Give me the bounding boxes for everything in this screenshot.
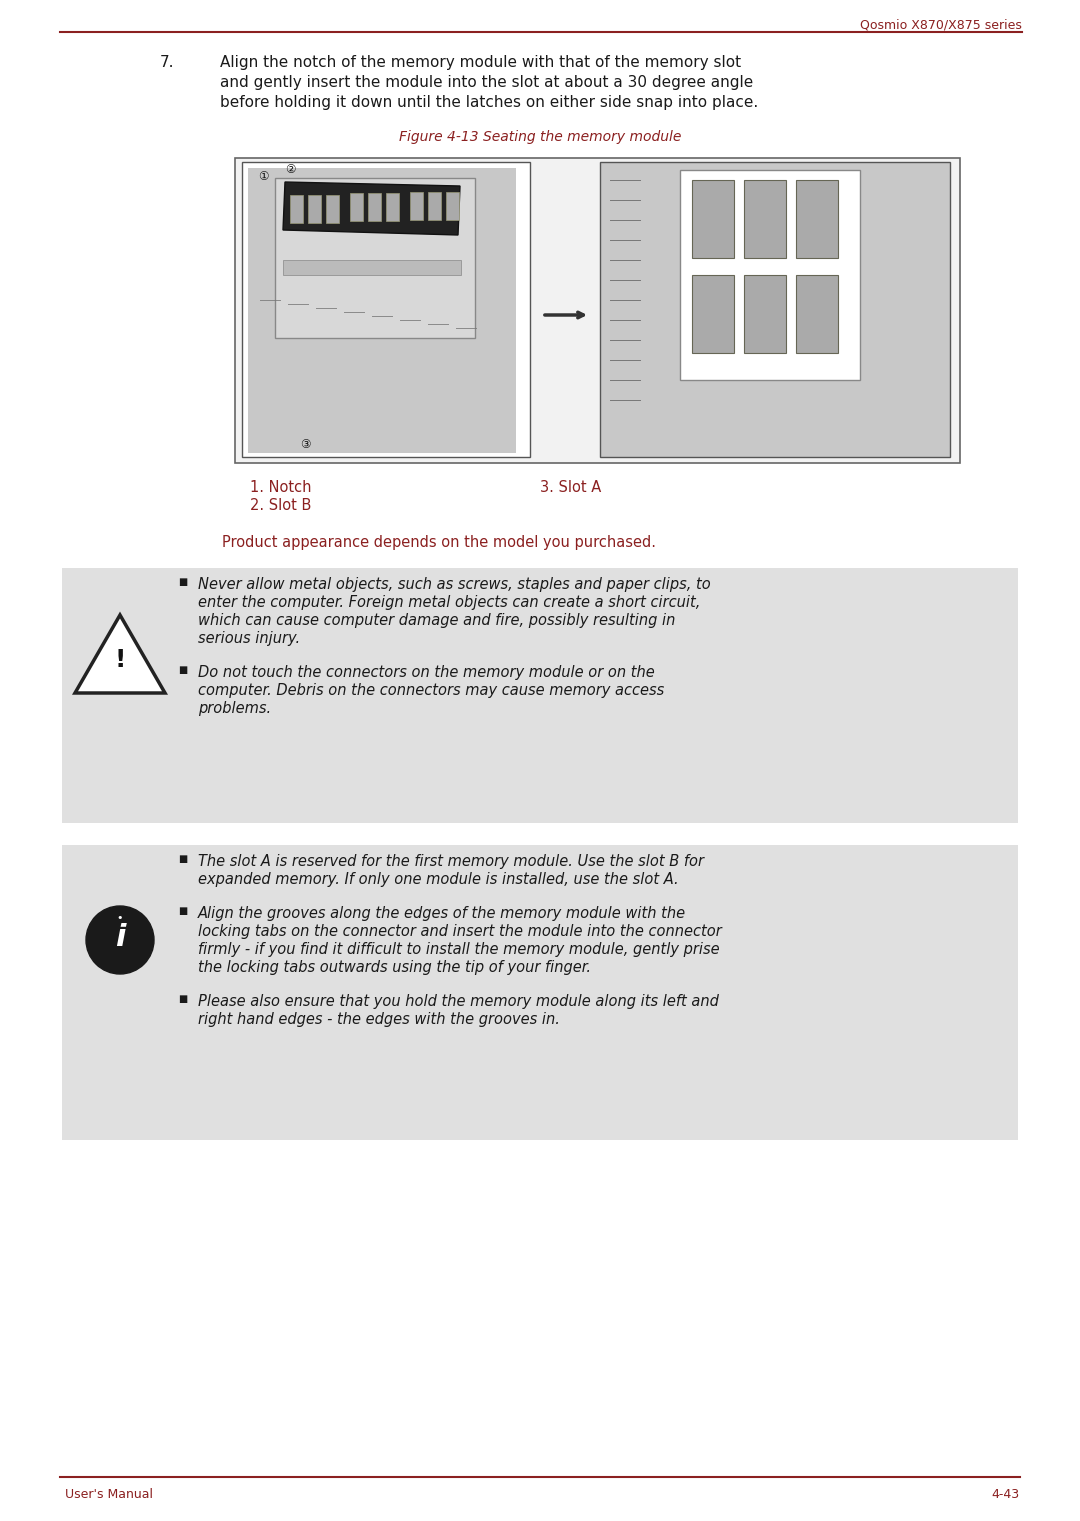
Text: ■: ■ (178, 853, 187, 864)
Text: 7.: 7. (160, 55, 175, 70)
FancyBboxPatch shape (368, 193, 381, 221)
Text: firmly - if you find it difficult to install the memory module, gently prise: firmly - if you find it difficult to ins… (198, 941, 719, 957)
Polygon shape (75, 614, 165, 694)
Text: 3. Slot A: 3. Slot A (540, 481, 602, 494)
FancyBboxPatch shape (350, 193, 363, 221)
Text: i: i (114, 923, 125, 952)
FancyBboxPatch shape (744, 275, 786, 353)
Polygon shape (283, 183, 460, 236)
FancyBboxPatch shape (692, 179, 734, 259)
Text: !: ! (114, 648, 125, 672)
Text: serious injury.: serious injury. (198, 631, 300, 646)
Text: ■: ■ (178, 907, 187, 916)
FancyBboxPatch shape (248, 167, 516, 453)
FancyBboxPatch shape (62, 567, 1018, 823)
FancyBboxPatch shape (235, 158, 960, 462)
Text: 2. Slot B: 2. Slot B (249, 497, 311, 513)
FancyBboxPatch shape (744, 179, 786, 259)
Text: Align the notch of the memory module with that of the memory slot: Align the notch of the memory module wit… (220, 55, 741, 70)
Text: ③: ③ (300, 438, 311, 452)
FancyBboxPatch shape (410, 192, 423, 221)
FancyBboxPatch shape (796, 275, 838, 353)
Text: ①: ① (258, 170, 269, 183)
Text: Never allow metal objects, such as screws, staples and paper clips, to: Never allow metal objects, such as screw… (198, 576, 711, 592)
Text: computer. Debris on the connectors may cause memory access: computer. Debris on the connectors may c… (198, 683, 664, 698)
FancyBboxPatch shape (283, 260, 461, 275)
Text: ■: ■ (178, 576, 187, 587)
FancyBboxPatch shape (446, 192, 459, 221)
Text: locking tabs on the connector and insert the module into the connector: locking tabs on the connector and insert… (198, 923, 721, 938)
Text: and gently insert the module into the slot at about a 30 degree angle: and gently insert the module into the sl… (220, 75, 753, 90)
FancyBboxPatch shape (428, 192, 441, 221)
FancyBboxPatch shape (275, 178, 475, 338)
FancyBboxPatch shape (308, 195, 321, 224)
Text: 1. Notch: 1. Notch (249, 481, 311, 494)
Text: User's Manual: User's Manual (65, 1488, 153, 1501)
FancyBboxPatch shape (796, 179, 838, 259)
FancyBboxPatch shape (600, 163, 950, 456)
FancyBboxPatch shape (242, 163, 530, 456)
FancyBboxPatch shape (386, 193, 399, 221)
Text: which can cause computer damage and fire, possibly resulting in: which can cause computer damage and fire… (198, 613, 675, 628)
FancyBboxPatch shape (326, 195, 339, 224)
FancyBboxPatch shape (291, 195, 303, 224)
Text: ■: ■ (178, 995, 187, 1004)
Text: Do not touch the connectors on the memory module or on the: Do not touch the connectors on the memor… (198, 665, 654, 680)
Text: expanded memory. If only one module is installed, use the slot A.: expanded memory. If only one module is i… (198, 872, 678, 887)
FancyBboxPatch shape (62, 846, 1018, 1141)
Text: Please also ensure that you hold the memory module along its left and: Please also ensure that you hold the mem… (198, 995, 719, 1008)
Text: right hand edges - the edges with the grooves in.: right hand edges - the edges with the gr… (198, 1011, 559, 1027)
Text: before holding it down until the latches on either side snap into place.: before holding it down until the latches… (220, 94, 758, 110)
Text: ②: ② (285, 163, 296, 176)
Text: Align the grooves along the edges of the memory module with the: Align the grooves along the edges of the… (198, 907, 686, 922)
FancyBboxPatch shape (692, 275, 734, 353)
Text: 4-43: 4-43 (991, 1488, 1020, 1501)
Text: the locking tabs outwards using the tip of your finger.: the locking tabs outwards using the tip … (198, 960, 591, 975)
Text: ■: ■ (178, 665, 187, 675)
Text: Product appearance depends on the model you purchased.: Product appearance depends on the model … (222, 535, 656, 551)
Text: enter the computer. Foreign metal objects can create a short circuit,: enter the computer. Foreign metal object… (198, 595, 700, 610)
Text: The slot A is reserved for the first memory module. Use the slot B for: The slot A is reserved for the first mem… (198, 853, 704, 868)
Text: Qosmio X870/X875 series: Qosmio X870/X875 series (860, 18, 1022, 30)
FancyBboxPatch shape (680, 170, 860, 380)
Text: •: • (117, 913, 123, 923)
Text: Figure 4-13 Seating the memory module: Figure 4-13 Seating the memory module (399, 129, 681, 144)
Text: problems.: problems. (198, 701, 271, 716)
Circle shape (86, 907, 154, 973)
